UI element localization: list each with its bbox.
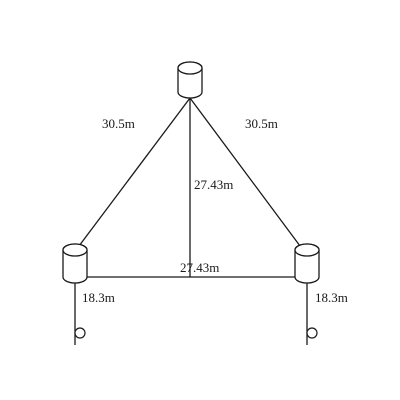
- right-cylinder: [294, 243, 320, 284]
- vertical-label: 27.43m: [194, 177, 233, 192]
- right-cable-float: [306, 327, 318, 339]
- left-side-label: 30.5m: [102, 116, 135, 131]
- right-cable-label: 18.3m: [315, 290, 348, 305]
- left-cylinder: [62, 243, 88, 284]
- right-side-line: [189, 97, 307, 255]
- base-label: 27.43m: [180, 260, 219, 275]
- top-cylinder: [177, 61, 203, 99]
- left-cable-float: [74, 327, 86, 339]
- left-side-line: [72, 97, 191, 255]
- right-side-label: 30.5m: [245, 116, 278, 131]
- left-cable-label: 18.3m: [82, 290, 115, 305]
